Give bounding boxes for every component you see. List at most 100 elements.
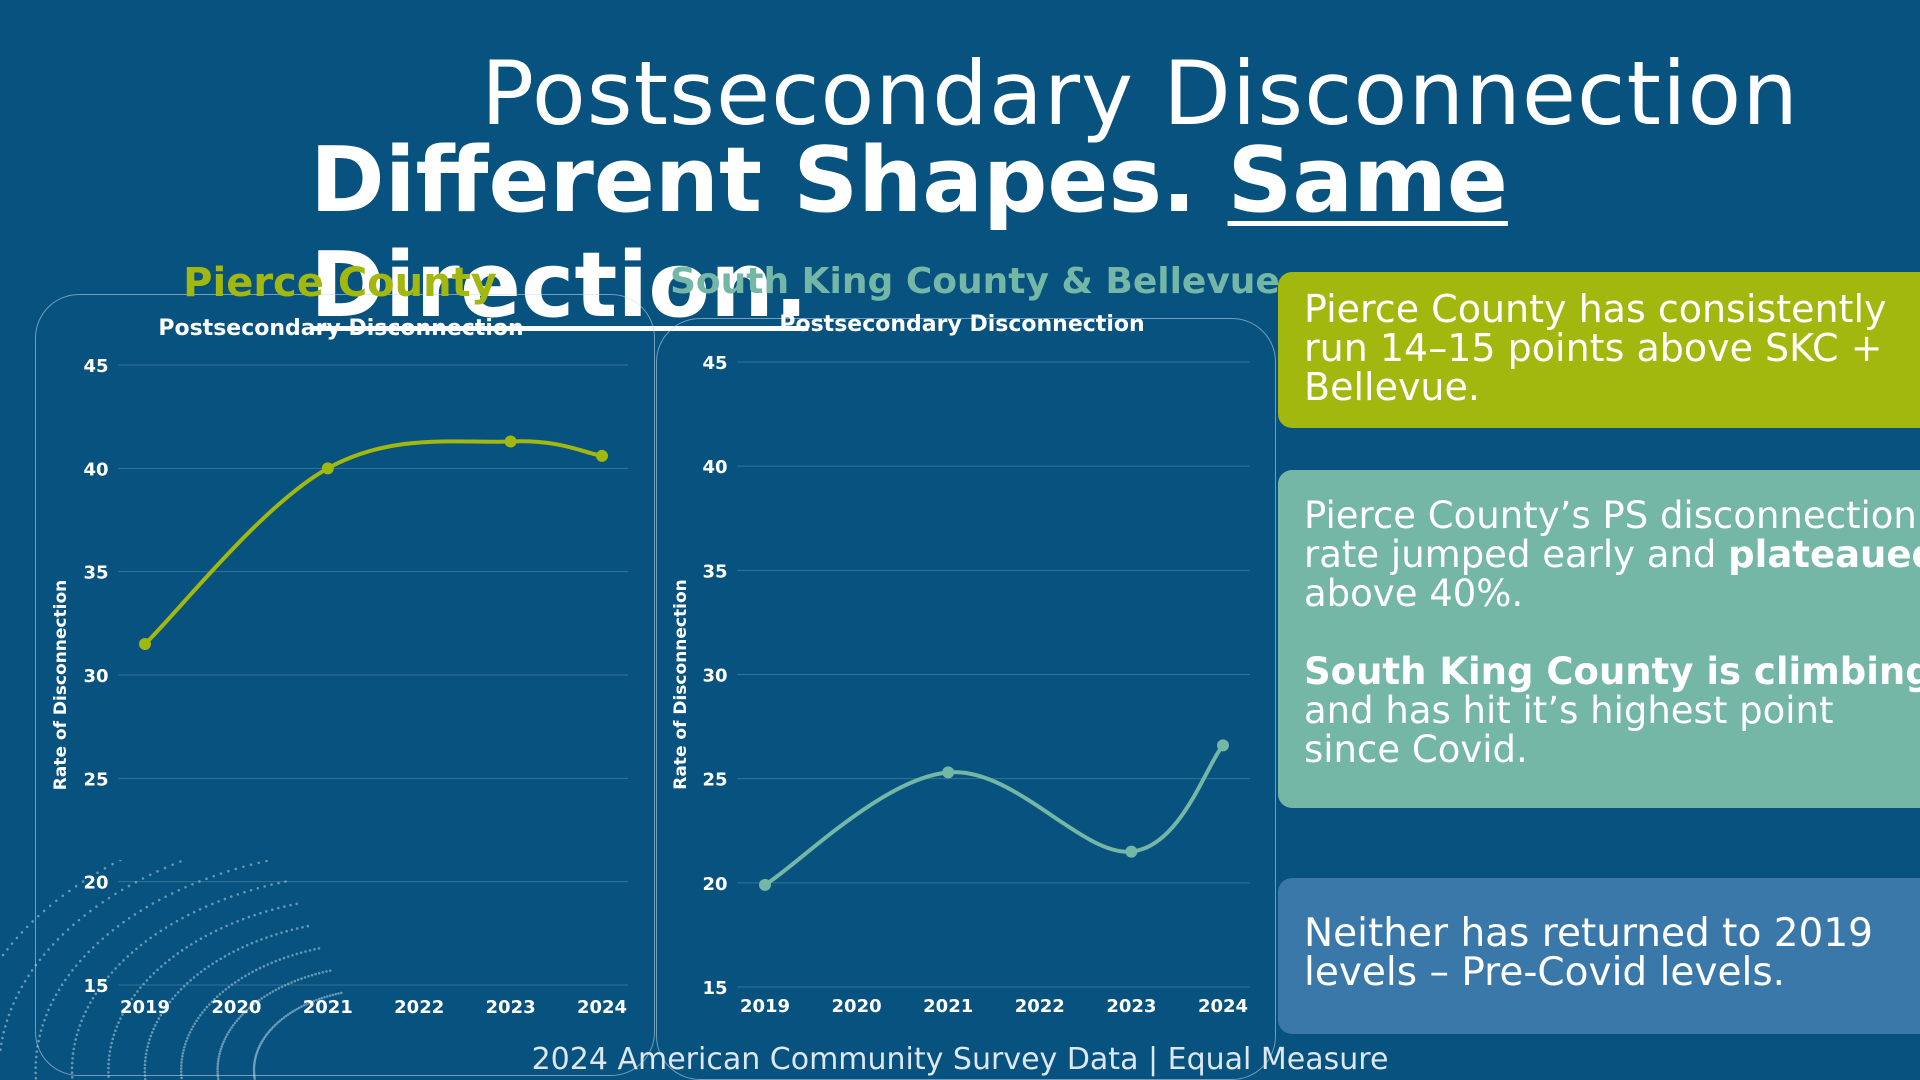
decor-dot (143, 1063, 147, 1067)
series-line (143, 439, 604, 646)
decor-dot (199, 970, 203, 974)
decor-dot (230, 983, 234, 986)
y-tick-label: 35 (83, 563, 108, 584)
decor-dot (55, 899, 58, 903)
decor-dot (179, 1070, 183, 1073)
decor-dot (252, 1069, 256, 1073)
decor-dot (125, 1005, 129, 1009)
decor-dot (127, 884, 131, 888)
decor-dot (220, 1045, 224, 1048)
decor-dot (280, 931, 283, 934)
decor-dot (111, 1037, 115, 1041)
decor-dot (242, 865, 245, 869)
decor-dot (236, 920, 239, 923)
decor-dot (317, 971, 321, 975)
decor-dot (208, 1003, 211, 1006)
insight-card-trends-p1: Pierce County’s PS disconnection rate ju… (1304, 496, 1920, 613)
decor-dot (126, 955, 130, 958)
decor-dot (183, 1042, 187, 1046)
decor-dot (176, 991, 180, 994)
y-axis-label: Rate of Disconnection (51, 580, 71, 791)
decor-dot (139, 986, 142, 989)
decor-dot (148, 873, 152, 877)
decor-dot (203, 967, 207, 971)
decor-dot (310, 973, 314, 977)
decor-dot (170, 923, 173, 926)
decor-dot (34, 1060, 38, 1064)
decor-dot (189, 979, 192, 982)
decor-dot (234, 867, 238, 871)
decor-dot (317, 947, 321, 950)
decor-dot (293, 1009, 296, 1012)
decor-dot (135, 947, 138, 951)
decor-dot (74, 964, 78, 967)
data-point (942, 766, 955, 779)
y-tick-label: 40 (702, 457, 727, 478)
decor-dot (306, 924, 310, 928)
decor-dot (266, 1032, 269, 1035)
data-point (1125, 845, 1138, 858)
decor-dot (232, 950, 235, 953)
decor-dot (229, 895, 233, 898)
decor-dot (1, 1036, 4, 1040)
decor-dot (241, 917, 245, 921)
decor-dot (252, 1065, 256, 1069)
decor-dot (107, 896, 111, 900)
decor-dot (259, 911, 262, 915)
decor-dot (286, 1013, 290, 1016)
decor-dot (152, 972, 156, 975)
decor-dot (195, 1019, 198, 1023)
chart-panel-pierce (35, 294, 655, 1076)
decor-dot (199, 1013, 202, 1017)
decor-dot (328, 969, 332, 972)
decor-dot (262, 964, 266, 968)
y-tick-label: 30 (83, 666, 108, 687)
decor-dot (295, 952, 299, 956)
decor-dot (107, 1066, 110, 1070)
decor-dot (265, 993, 269, 997)
decor-dot (199, 937, 203, 941)
decor-dot (250, 1004, 253, 1008)
decor-dot (141, 877, 145, 880)
decor-dot (283, 983, 287, 987)
decor-dot (270, 961, 274, 965)
y-axis-label: Rate of Disconnection (671, 579, 691, 790)
decor-dot (171, 863, 174, 866)
decor-dot (36, 914, 40, 918)
decor-dot (52, 998, 55, 1002)
decor-dot (117, 1021, 120, 1024)
decor-dot (9, 1007, 13, 1011)
decor-dot (34, 1071, 37, 1075)
p2-text-bold: South King County is climbing (1304, 650, 1920, 693)
insight-card-trends-p2: South King County is climbing and has hi… (1304, 652, 1920, 769)
decor-dot (217, 900, 220, 903)
decor-dot (255, 939, 258, 943)
decor-dot (17, 991, 21, 994)
decor-dot (230, 922, 234, 925)
decor-dot (275, 1022, 279, 1025)
decor-dot (277, 1020, 280, 1024)
decor-dot (156, 968, 159, 972)
decor-dot (91, 996, 95, 1000)
decor-dot (180, 1058, 184, 1061)
decor-dot (258, 1044, 261, 1048)
decor-dot (216, 1062, 220, 1066)
decor-dot (179, 1067, 183, 1070)
decor-dot (263, 995, 266, 998)
decor-dot (149, 936, 152, 940)
decor-dot (290, 981, 293, 984)
decor-dot (263, 885, 266, 888)
decor-dot (196, 973, 199, 976)
decor-dot (274, 988, 278, 992)
decor-dot (111, 862, 114, 866)
decor-dot (107, 975, 110, 978)
decor-dot (133, 993, 136, 997)
decor-dot (142, 982, 145, 986)
decor-dot (255, 1052, 258, 1055)
decor-dot (218, 992, 222, 996)
decor-dot (181, 916, 184, 920)
decor-dot (266, 963, 270, 966)
decor-dot (253, 1060, 257, 1063)
decor-dot (130, 997, 134, 1001)
data-point (321, 462, 334, 475)
